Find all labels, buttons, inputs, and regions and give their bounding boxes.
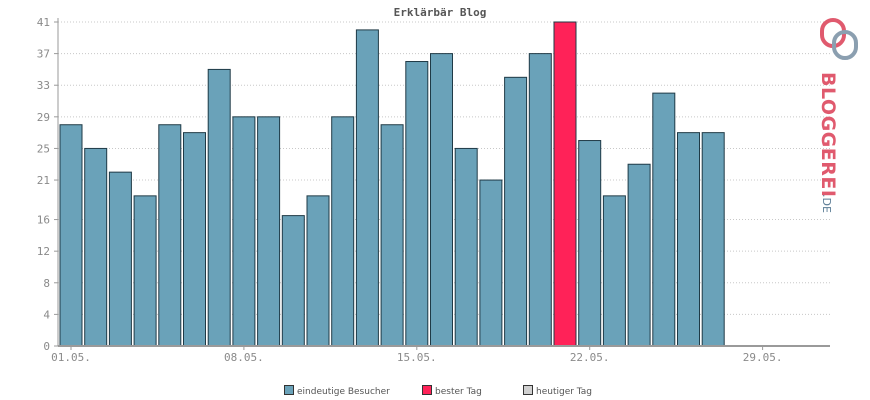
legend-label: heutiger Tag: [536, 387, 593, 397]
y-tick-label: 12: [37, 245, 50, 258]
y-axis-ticks: 0 4 8 12 16 21 25 29 33 37 41: [37, 16, 58, 353]
y-tick-label: 21: [37, 174, 50, 187]
y-tick-label: 8: [43, 277, 50, 290]
bar: [59, 124, 83, 347]
x-tick-label: 15.05.: [397, 351, 437, 364]
bloggerei-logo: BLOGGEREI .DE: [812, 16, 862, 216]
legend-swatch: [284, 385, 294, 395]
legend-swatch: [422, 385, 432, 395]
bars: [59, 21, 725, 347]
y-tick-label: 41: [37, 16, 50, 29]
logo-suffix: .DE: [820, 194, 833, 213]
legend: eindeutige Besucher bester Tag heutiger …: [0, 385, 870, 399]
y-tick-label: 4: [43, 308, 50, 321]
x-axis-ticks: 01.05. 08.05. 15.05. 22.05. 29.05.: [51, 346, 782, 364]
bar: [133, 195, 157, 347]
bar: [207, 68, 231, 347]
legend-swatch: [523, 385, 533, 395]
bar: [602, 195, 626, 347]
bar: [677, 132, 700, 347]
bar: [380, 124, 404, 347]
bar: [158, 124, 182, 347]
y-tick-label: 33: [37, 79, 50, 92]
bar: [355, 29, 379, 347]
bar: [479, 179, 503, 347]
y-tick-label: 25: [37, 142, 50, 155]
bar: [504, 76, 528, 347]
bar: [183, 132, 206, 347]
legend-item-unique-visitors: eindeutige Besucher: [284, 385, 390, 397]
bar: [405, 61, 429, 347]
bar: [430, 53, 453, 347]
legend-label: bester Tag: [435, 387, 482, 397]
bar-best-day: [553, 21, 577, 347]
legend-item-today: heutiger Tag: [523, 385, 592, 397]
x-tick-label: 08.05.: [224, 351, 264, 364]
y-tick-label: 16: [37, 214, 50, 227]
bar: [627, 163, 651, 347]
bar: [454, 147, 478, 347]
x-tick-label: 22.05.: [570, 351, 610, 364]
x-tick-label: 29.05.: [743, 351, 783, 364]
bar: [257, 116, 281, 347]
bar: [528, 53, 552, 347]
bar: [281, 215, 305, 347]
bar: [578, 140, 602, 347]
logo-mark: BLOGGEREI .DE: [817, 18, 858, 213]
axes: [57, 18, 830, 347]
legend-label: eindeutige Besucher: [297, 387, 390, 397]
y-tick-label: 29: [37, 111, 50, 124]
bar: [232, 116, 256, 347]
y-tick-label: 0: [43, 340, 50, 353]
bar: [306, 195, 330, 347]
bar: [108, 171, 132, 347]
x-tick-label: 01.05.: [51, 351, 91, 364]
y-tick-label: 37: [37, 48, 50, 61]
logo-text: BLOGGEREI: [817, 72, 839, 197]
chart-title: Erklärbär Blog: [394, 6, 487, 19]
bar: [652, 92, 676, 347]
bar: [84, 147, 108, 347]
legend-item-best-day: bester Tag: [422, 385, 482, 397]
bar: [701, 132, 725, 347]
bar: [331, 116, 355, 347]
